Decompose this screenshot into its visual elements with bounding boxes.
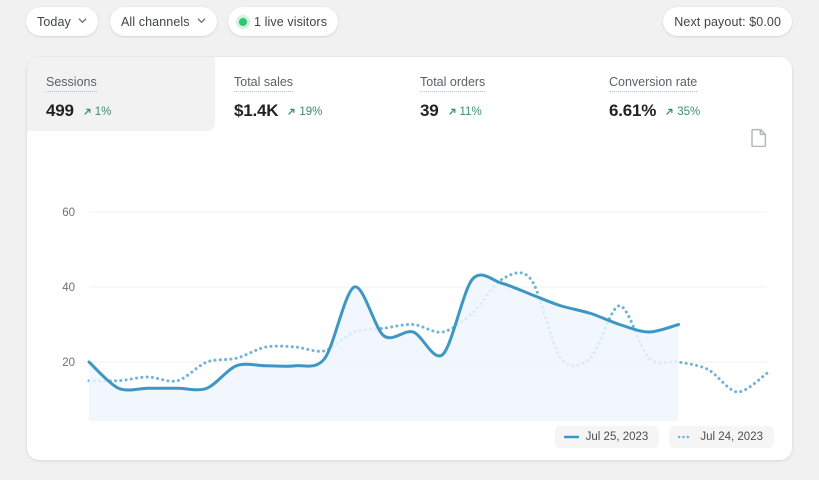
channel-filter-label: All channels bbox=[121, 14, 190, 29]
trend-up-arrow-icon bbox=[83, 107, 92, 116]
next-payout-button[interactable]: Next payout: $0.00 bbox=[663, 7, 792, 36]
metric-delta-value: 19% bbox=[299, 105, 323, 118]
metric-value: 499 bbox=[46, 101, 74, 120]
sessions-chart[interactable]: 020406012:00 AM3:00 AM6:00 AM9:00 AM12:0… bbox=[27, 131, 792, 421]
date-range-filter-label: Today bbox=[37, 14, 71, 29]
metric-tile-total-sales[interactable]: Total sales $1.4K 19% bbox=[215, 57, 401, 131]
metric-delta-value: 11% bbox=[459, 105, 482, 118]
trend-up-arrow-icon bbox=[448, 107, 457, 116]
legend-label: Jul 25, 2023 bbox=[585, 431, 649, 443]
trend-up-arrow-icon bbox=[287, 107, 296, 116]
legend-item-current[interactable]: Jul 25, 2023 bbox=[554, 426, 660, 448]
metric-delta-value: 1% bbox=[94, 105, 112, 118]
svg-text:20: 20 bbox=[62, 357, 75, 369]
svg-text:60: 60 bbox=[62, 207, 75, 219]
analytics-card: Sessions 499 1% Total sales $1.4K bbox=[27, 57, 792, 460]
metric-label: Total orders bbox=[420, 75, 486, 92]
metric-tile-total-orders[interactable]: Total orders 39 11% bbox=[401, 57, 590, 131]
metric-delta: 35% bbox=[665, 106, 700, 118]
metric-value: 6.61% bbox=[609, 101, 657, 120]
metric-value: $1.4K bbox=[234, 101, 279, 120]
date-range-filter[interactable]: Today bbox=[26, 7, 98, 36]
legend-label: Jul 24, 2023 bbox=[700, 431, 763, 443]
filter-toolbar: Today All channels 1 live visitors Next … bbox=[0, 0, 819, 44]
legend-dotted-line-icon bbox=[678, 432, 694, 442]
metric-value: 39 bbox=[420, 101, 439, 120]
document-export-icon[interactable] bbox=[751, 128, 768, 148]
channel-filter[interactable]: All channels bbox=[110, 7, 217, 36]
chevron-down-icon bbox=[78, 16, 87, 25]
legend-item-previous[interactable]: Jul 24, 2023 bbox=[669, 426, 774, 448]
metric-delta-value: 35% bbox=[677, 105, 701, 118]
chevron-down-icon bbox=[197, 16, 206, 25]
metric-delta: 11% bbox=[448, 106, 482, 118]
metric-label: Sessions bbox=[46, 75, 97, 92]
live-visitors-button[interactable]: 1 live visitors bbox=[228, 7, 339, 36]
next-payout-label: Next payout: $0.00 bbox=[674, 14, 781, 29]
metric-delta: 1% bbox=[83, 105, 112, 118]
metric-tile-sessions[interactable]: Sessions 499 1% bbox=[27, 57, 215, 131]
chart-legend: Jul 25, 2023 Jul 24, 2023 bbox=[554, 426, 774, 448]
metrics-row: Sessions 499 1% Total sales $1.4K bbox=[27, 57, 792, 131]
metric-label: Conversion rate bbox=[609, 75, 698, 92]
live-visitors-label: 1 live visitors bbox=[254, 14, 328, 29]
svg-text:40: 40 bbox=[62, 282, 75, 294]
trend-up-arrow-icon bbox=[665, 107, 674, 116]
metric-label: Total sales bbox=[234, 75, 294, 92]
legend-solid-line-icon bbox=[563, 432, 579, 442]
live-status-dot-icon bbox=[239, 17, 247, 26]
metric-delta: 19% bbox=[287, 106, 322, 118]
metric-tile-conversion-rate[interactable]: Conversion rate 6.61% 35% bbox=[590, 57, 792, 131]
